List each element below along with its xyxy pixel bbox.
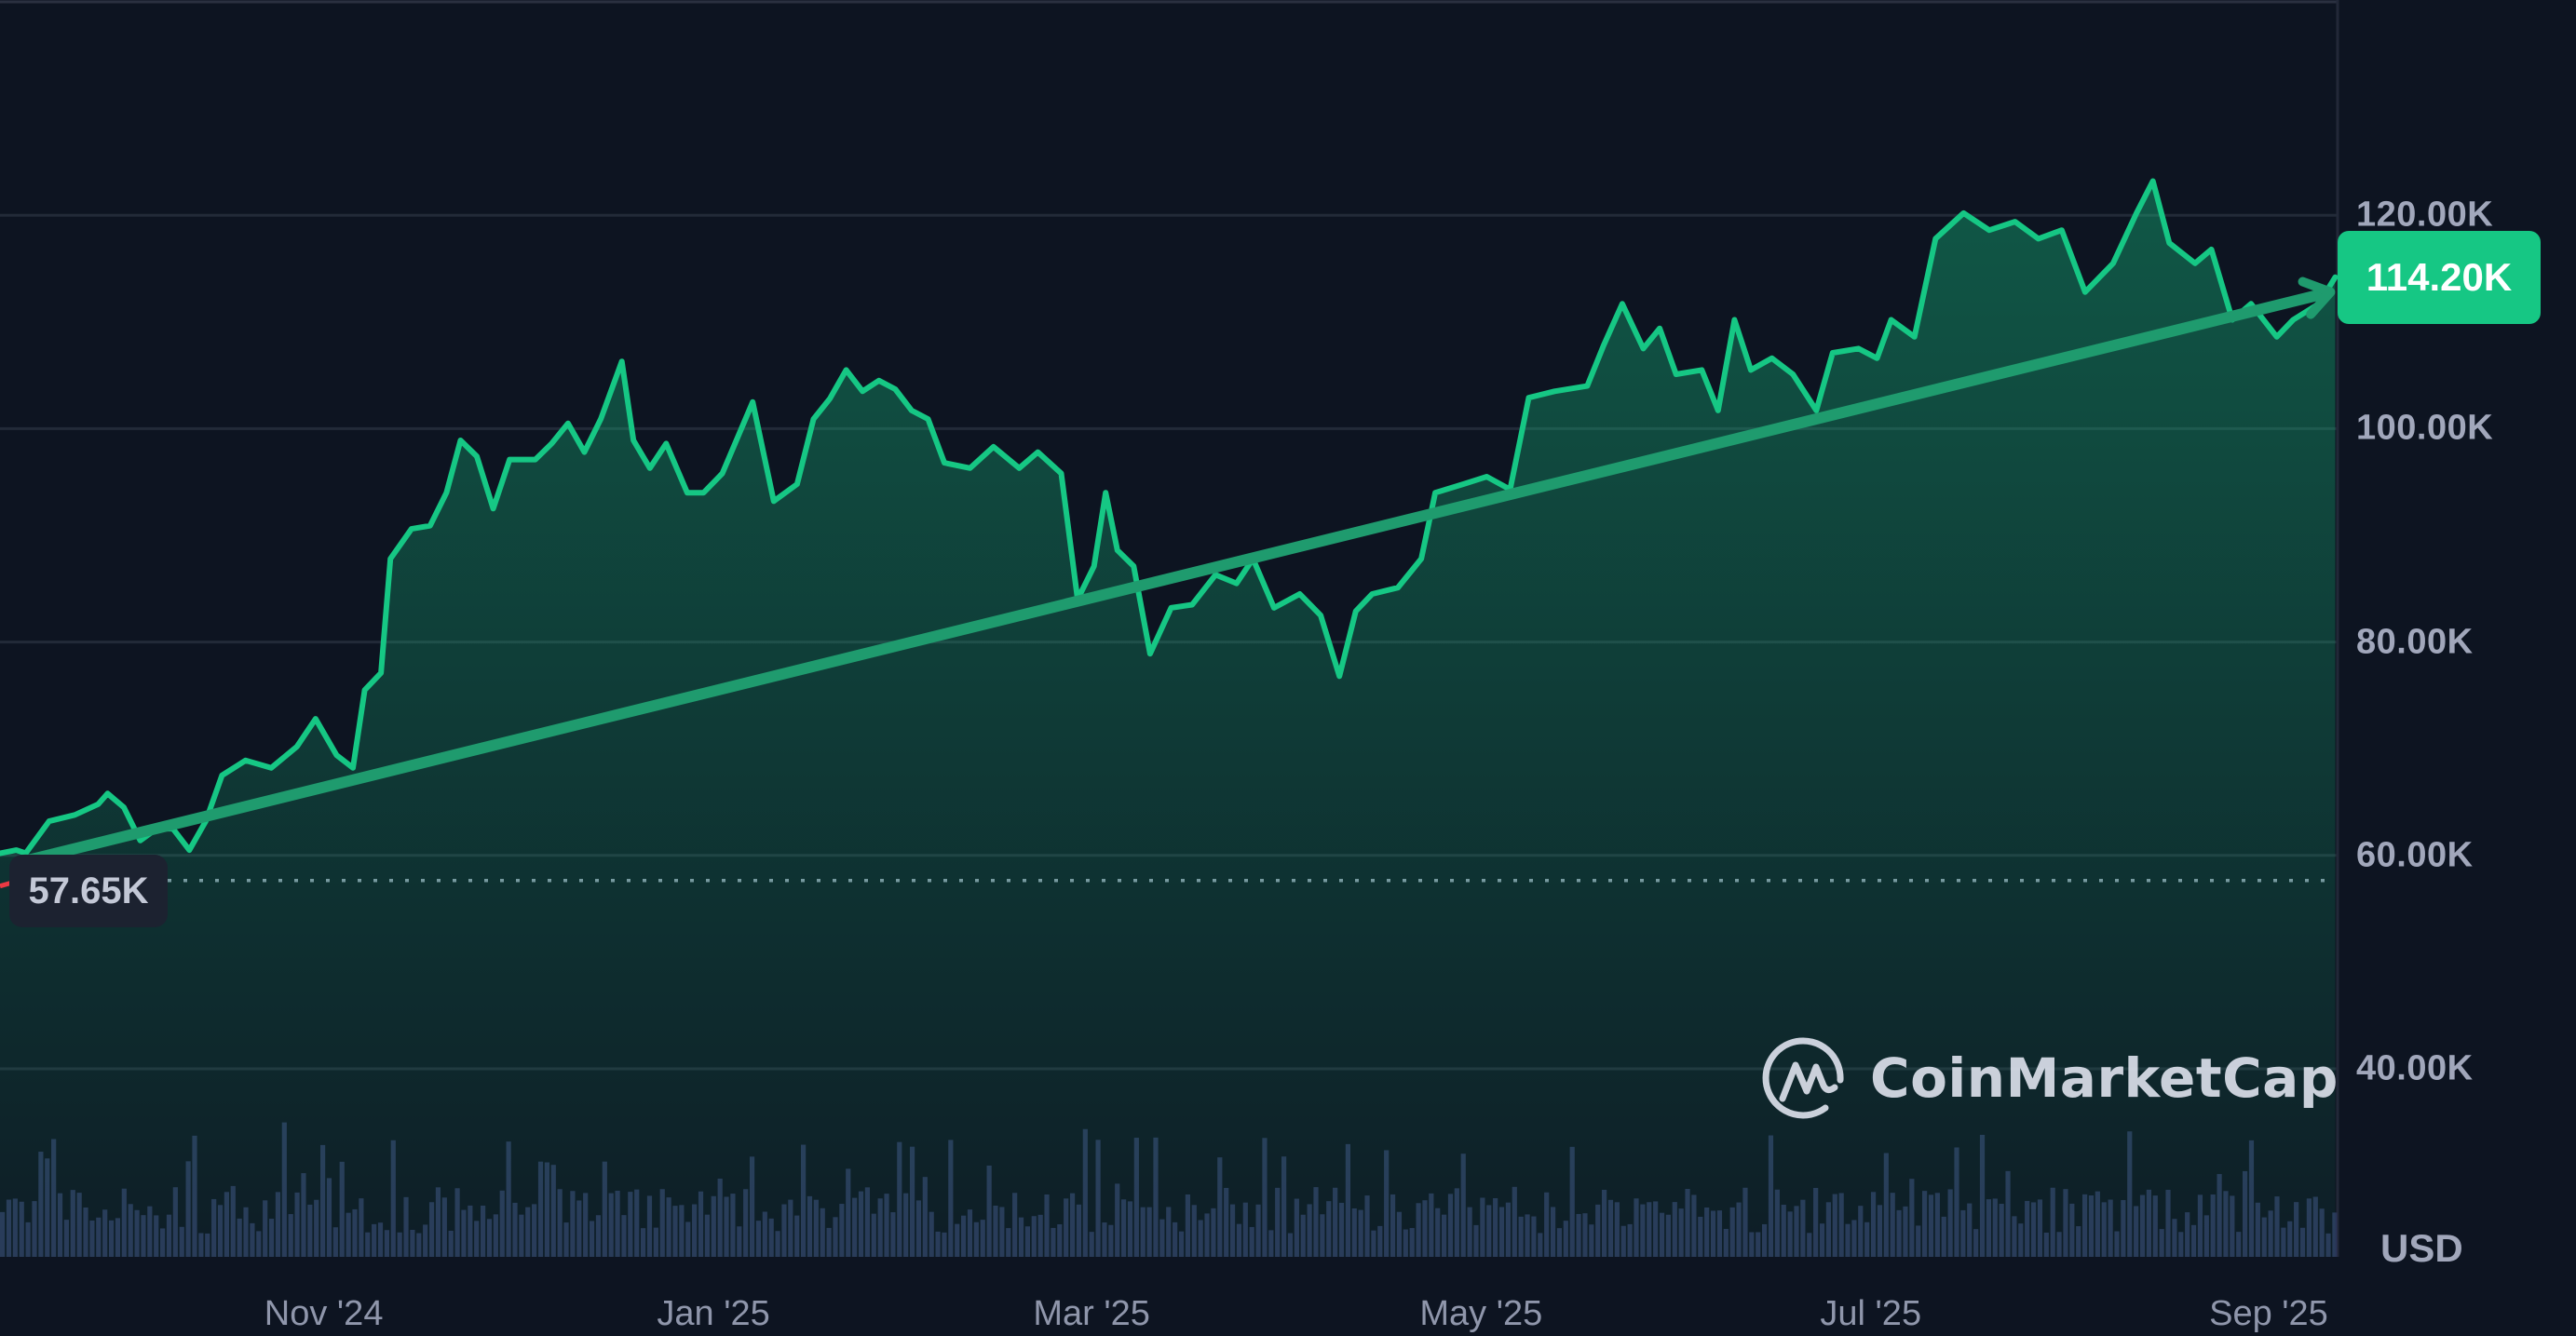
y-tick-label: 100.00K bbox=[2356, 408, 2494, 448]
x-tick-label: May '25 bbox=[1419, 1294, 1543, 1333]
x-tick-label: Jan '25 bbox=[657, 1294, 770, 1333]
y-tick-label: 40.00K bbox=[2356, 1048, 2474, 1088]
y-tick-label: 60.00K bbox=[2356, 835, 2474, 875]
y-tick-label: 120.00K bbox=[2356, 195, 2494, 235]
x-tick-label: Nov '24 bbox=[264, 1294, 384, 1333]
start-price-badge: 57.65K bbox=[9, 855, 168, 927]
watermark-brand-text: CoinMarketCap bbox=[1870, 1046, 2339, 1110]
y-tick-label: 80.00K bbox=[2356, 622, 2474, 662]
current-price-label: 114.20K bbox=[2366, 255, 2513, 299]
current-price-badge: 114.20K bbox=[2338, 231, 2541, 324]
x-tick-label: Jul '25 bbox=[1820, 1294, 1922, 1333]
trendline-arrow-icon bbox=[2298, 277, 2336, 319]
coinmarketcap-watermark: CoinMarketCap bbox=[1760, 1033, 2339, 1123]
currency-label: USD bbox=[2380, 1226, 2463, 1270]
x-tick-label: Mar '25 bbox=[1033, 1294, 1150, 1333]
x-tick-label: Sep '25 bbox=[2209, 1294, 2328, 1333]
coinmarketcap-logo-icon bbox=[1762, 1037, 1844, 1119]
start-price-label: 57.65K bbox=[28, 870, 149, 911]
price-line bbox=[0, 178, 2339, 857]
trendline bbox=[24, 286, 2332, 867]
price-area-fill bbox=[0, 181, 2336, 1257]
